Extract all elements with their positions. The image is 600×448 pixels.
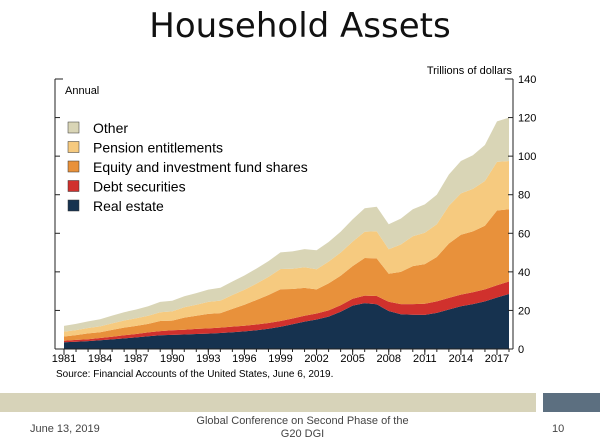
x-tick-label: 1981: [52, 353, 76, 365]
legend-swatch-real-estate: [67, 199, 80, 212]
legend-swatch-debt-securities: [67, 180, 80, 192]
y-tick-label: 60: [518, 228, 530, 240]
x-tick-label: 1990: [160, 353, 184, 365]
area-debt-securities: [64, 281, 509, 343]
footer-accent-box: [543, 393, 600, 412]
y-tick-label: 140: [518, 74, 536, 86]
x-tick-label: 1984: [88, 353, 112, 365]
legend: Other Pension entitlements Equity and inve…: [67, 120, 308, 214]
y-tick-label: 80: [518, 190, 530, 202]
slide-title: Household Assets: [149, 6, 451, 46]
legend-label-pension-entitlements: Pension entitlements: [93, 140, 223, 156]
x-axis-ticks: 1981 1984 1987 1990 1993 1996 1999 2002 2005 2008…: [52, 349, 510, 365]
y-tick-label: 40: [518, 267, 530, 279]
legend-label-other: Other: [93, 120, 128, 136]
y-tick-label: 0: [518, 344, 524, 356]
x-tick-label: 1993: [196, 353, 220, 365]
x-tick-label: 1996: [232, 353, 256, 365]
area-real-estate: [64, 294, 509, 349]
x-tick-label: 1987: [124, 353, 148, 365]
legend-swatch-other: [67, 121, 80, 134]
legend-swatch-equity-and-investment-fund-shares: [67, 160, 80, 173]
y-axis-label: Trillions of dollars: [427, 65, 513, 77]
area-series-group: [64, 117, 509, 349]
legend-swatch-pension-entitlements: [67, 141, 80, 153]
frequency-label: Annual: [65, 85, 99, 97]
y-tick-label: 100: [518, 151, 536, 163]
footer-conference: Global Conference on Second Phase of the…: [196, 415, 409, 440]
x-tick-label: 2005: [340, 353, 364, 365]
footer-date: June 13, 2019: [30, 423, 100, 435]
area-pension-entitlements: [64, 161, 509, 337]
x-tick-label: 2011: [413, 353, 437, 365]
footer-bar: [0, 393, 536, 412]
area-other: [64, 117, 509, 332]
y-tick-label: 20: [518, 305, 530, 317]
page-number: 10: [552, 423, 565, 435]
x-tick-label: 2014: [449, 353, 473, 365]
x-tick-label: 1999: [268, 353, 292, 365]
legend-label-real-estate: Real estate: [93, 198, 164, 214]
legend-label-debt-securities: Debt securities: [93, 179, 186, 195]
x-tick-label: 2008: [376, 353, 400, 365]
area-equity-and-investment-fund-shares: [64, 209, 509, 341]
y-axis-ticks: 0 20 40 60 80 100 120 140: [55, 74, 536, 356]
x-tick-label: 2017: [485, 353, 509, 365]
x-tick-label: 2002: [304, 353, 328, 365]
y-tick-label: 120: [518, 113, 536, 125]
legend-label-equity-and-investment-fund-shares: Equity and investment fund shares: [93, 159, 308, 175]
source-note: Source: Financial Accounts of the United…: [56, 369, 333, 380]
